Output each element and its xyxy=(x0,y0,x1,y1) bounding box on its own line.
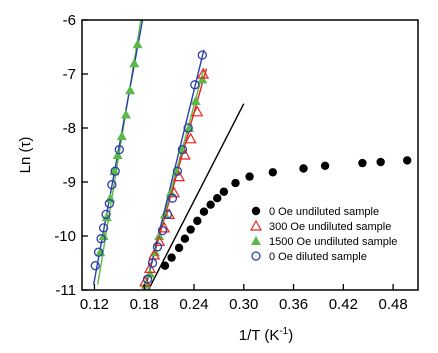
data-point-series-0 xyxy=(193,216,202,226)
data-point-series-2 xyxy=(190,96,201,105)
data-point-series-0 xyxy=(320,161,330,170)
data-point-series-3 xyxy=(104,198,115,209)
plot-frame xyxy=(81,19,419,291)
x-axis: 0.12 0.18 0.24 0.30 0.36 0.42 0.48 xyxy=(80,284,408,313)
data-point-series-3 xyxy=(147,258,158,268)
data-point-series-1 xyxy=(191,105,204,117)
data-point-series-0 xyxy=(231,178,240,188)
data-point-series-3 xyxy=(98,223,109,233)
data-point-series-0 xyxy=(199,207,209,216)
x-tick-label: 0.12 xyxy=(80,296,109,313)
data-point-series-3 xyxy=(197,50,207,60)
data-point-series-2 xyxy=(125,85,136,95)
legend-label: 1500 Oe undiluted sample xyxy=(269,236,397,248)
data-point-series-2 xyxy=(120,109,131,119)
data-point-series-1 xyxy=(197,67,210,79)
x-tick-label: 0.48 xyxy=(379,296,408,313)
x-tick-label: 0.42 xyxy=(329,296,358,313)
data-point-series-0 xyxy=(213,194,222,203)
data-point-series-0 xyxy=(174,243,184,253)
data-point-series-2 xyxy=(177,144,188,154)
x-tick-label: 0.18 xyxy=(130,296,159,313)
y-axis: -11 -10 -9 -8 -7 -6 xyxy=(54,12,88,299)
data-point-series-1 xyxy=(153,235,166,246)
data-point-series-1 xyxy=(178,148,191,160)
data-point-series-0 xyxy=(376,157,385,167)
data-point-series-1 xyxy=(168,186,181,198)
data-point-series-0 xyxy=(299,164,308,173)
data-point-series-3 xyxy=(183,123,193,133)
fit-line-series-0 xyxy=(147,103,245,290)
data-point-series-0 xyxy=(268,168,278,177)
data-point-series-3 xyxy=(172,166,183,176)
y-tick-label: -11 xyxy=(55,282,76,299)
data-point-series-2 xyxy=(101,212,112,222)
data-point-series-3 xyxy=(152,242,163,252)
y-tick-label: -8 xyxy=(63,120,76,137)
legend-marker xyxy=(249,219,263,231)
legend-marker xyxy=(251,251,261,261)
data-point-series-3 xyxy=(110,166,120,176)
data-point-series-0 xyxy=(245,172,254,181)
data-point-series-1 xyxy=(144,262,157,273)
y-tick-label: -6 xyxy=(63,12,76,29)
data-point-series-2 xyxy=(197,74,208,84)
y-tick-label: -10 xyxy=(54,228,76,245)
data-point-series-0 xyxy=(206,200,215,209)
data-point-series-3 xyxy=(107,180,117,190)
legend-marker xyxy=(251,236,261,245)
data-point-series-3 xyxy=(96,234,106,244)
x-tick-label: 0.36 xyxy=(279,296,308,313)
data-point-series-2 xyxy=(129,58,140,68)
data-point-series-1 xyxy=(184,132,197,144)
data-point-series-0 xyxy=(160,261,170,270)
data-point-series-0 xyxy=(219,187,229,196)
data-point-series-2 xyxy=(112,150,123,159)
data-point-series-0 xyxy=(403,156,412,165)
x-axis-title-end: ) xyxy=(288,327,293,344)
x-tick-label: 0.30 xyxy=(229,296,258,313)
y-tick-label: -7 xyxy=(63,66,76,83)
data-point-series-3 xyxy=(190,80,200,90)
x-axis-title-main: 1/T (K xyxy=(239,327,280,344)
data-point-series-3 xyxy=(114,144,124,155)
data-point-series-0 xyxy=(186,225,195,234)
legend-label: 300 Oe undiluted sample xyxy=(269,221,391,233)
data-point-series-3 xyxy=(93,247,104,257)
legend: 0 Oe undiluted sample 300 Oe undiluted sa… xyxy=(249,206,397,263)
data-point-series-1 xyxy=(139,275,152,287)
data-point-series-1 xyxy=(173,170,186,182)
data-point-series-3 xyxy=(90,261,100,271)
data-point-series-0 xyxy=(167,253,176,262)
data-point-series-2 xyxy=(159,209,170,219)
y-tick-label: -9 xyxy=(63,174,76,191)
x-tick-label: 0.24 xyxy=(179,296,208,313)
data-point-series-1 xyxy=(158,221,171,233)
data-point-series-0 xyxy=(358,158,367,168)
data-point-series-0 xyxy=(180,234,190,243)
data-point-series-2 xyxy=(116,131,127,141)
data-points xyxy=(90,39,412,289)
legend-label: 0 Oe undiluted sample xyxy=(269,206,379,218)
x-axis-title-sup: -1 xyxy=(279,326,288,337)
data-point-series-3 xyxy=(101,209,111,220)
data-point-series-2 xyxy=(132,39,143,49)
data-point-series-3 xyxy=(157,225,168,236)
data-point-series-3 xyxy=(177,144,188,155)
data-point-series-3 xyxy=(167,193,178,203)
data-point-series-3 xyxy=(142,274,153,284)
legend-label: 0 Oe diluted sample xyxy=(269,251,367,263)
data-point-series-3 xyxy=(162,209,173,220)
y-axis-title: Ln (τ) xyxy=(17,137,34,174)
x-axis-title: 1/T (K-1) xyxy=(239,326,293,344)
legend-marker xyxy=(251,206,261,216)
